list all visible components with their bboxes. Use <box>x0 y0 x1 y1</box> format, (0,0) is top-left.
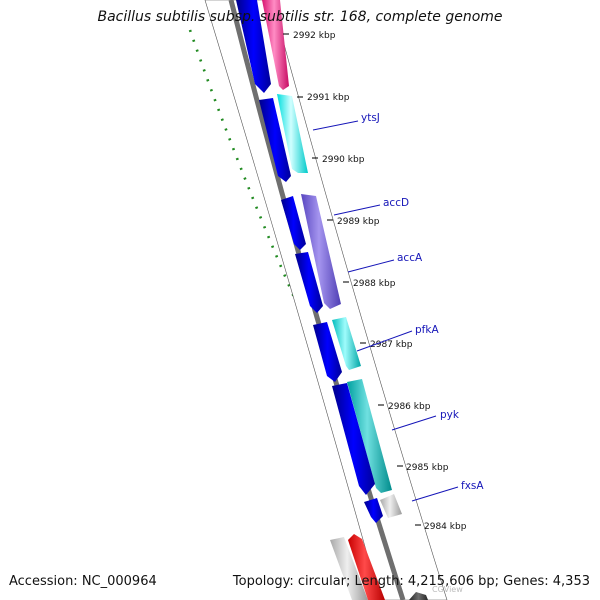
gene-feature[interactable] <box>281 196 306 250</box>
tick-label: 2985 kbp <box>406 463 449 473</box>
gene-feature[interactable] <box>259 98 291 182</box>
accession-label: Accession: NC_000964 <box>9 574 157 589</box>
gene-label-ytsJ[interactable]: ytsJ <box>361 112 380 124</box>
tick-label: 2987 kbp <box>370 340 413 350</box>
gene-feature[interactable] <box>380 494 402 518</box>
gene-label-group <box>312 120 459 502</box>
gene-feature[interactable] <box>262 0 289 90</box>
gene-label-accA[interactable]: accA <box>397 252 423 264</box>
gene-feature[interactable] <box>301 194 341 309</box>
gene-label-pfkA[interactable]: pfkA <box>415 324 439 336</box>
gene-label-accD[interactable]: accD <box>383 197 409 209</box>
gene-feature[interactable] <box>295 252 323 313</box>
gene-feature[interactable] <box>409 592 428 600</box>
gene-feature[interactable] <box>348 534 385 600</box>
gene-feature[interactable] <box>236 0 271 93</box>
map-title: Bacillus subtilis subsp. subtilis str. 1… <box>97 9 503 25</box>
tick-label: 2986 kbp <box>388 402 431 412</box>
gene-label-pyk[interactable]: pyk <box>440 409 460 421</box>
tick-label: 2991 kbp <box>307 93 350 103</box>
genome-summary: Topology: circular; Length: 4,215,606 bp… <box>232 574 590 589</box>
gene-feature[interactable] <box>332 383 375 495</box>
gene-features <box>236 0 428 600</box>
tick-label: 2989 kbp <box>337 217 380 227</box>
gene-feature[interactable] <box>347 379 392 493</box>
gene-feature[interactable] <box>332 317 361 370</box>
gene-feature[interactable] <box>277 94 308 173</box>
gene-feature[interactable] <box>330 537 368 600</box>
tick-label: 2990 kbp <box>322 155 365 165</box>
gene-feature[interactable] <box>313 322 342 382</box>
tick-label: 2988 kbp <box>353 279 396 289</box>
gene-feature[interactable] <box>364 498 383 523</box>
gene-label-fxsA[interactable]: fxsA <box>461 480 484 492</box>
tick-label: 2992 kbp <box>293 31 336 41</box>
watermark: CGView <box>432 585 463 594</box>
tick-label: 2984 kbp <box>424 522 467 532</box>
kbp-ticks <box>283 33 421 526</box>
kbp-tick-labels: 2992 kbp 2991 kbp 2990 kbp 2989 kbp 2988… <box>293 31 467 532</box>
